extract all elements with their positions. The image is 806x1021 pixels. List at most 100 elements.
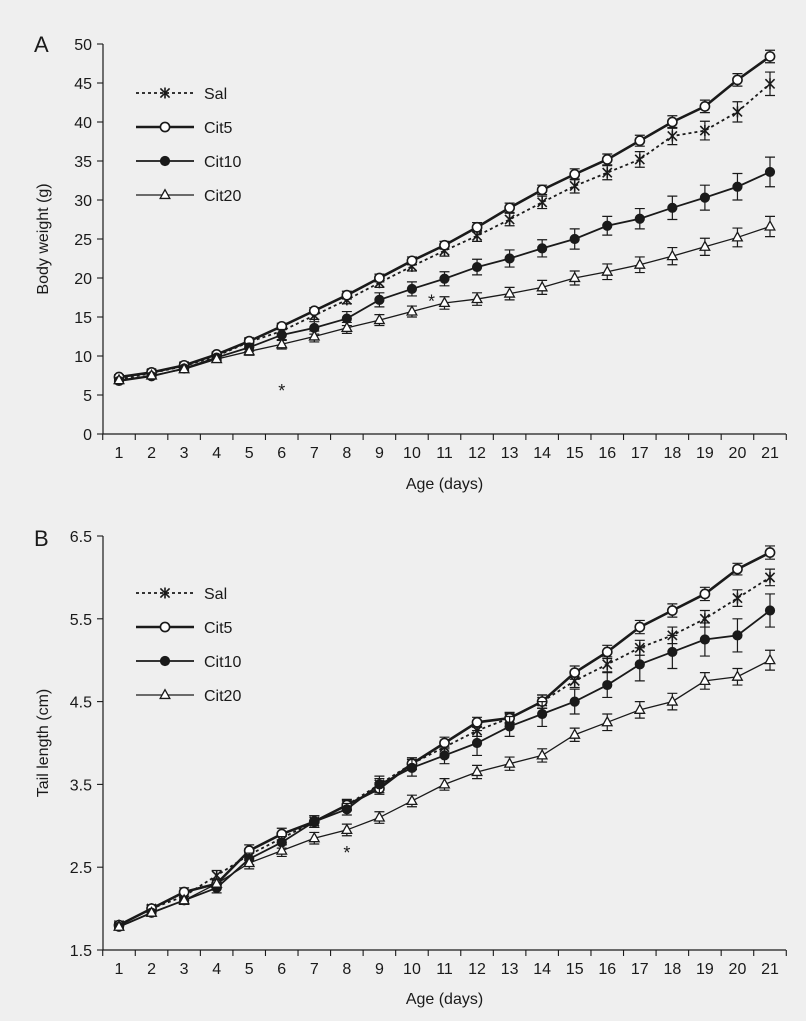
data-point — [536, 748, 549, 760]
legend-label: Cit20 — [204, 188, 241, 205]
data-point — [569, 696, 580, 707]
series-cit10 — [113, 593, 776, 932]
x-tick-label: 13 — [501, 961, 519, 978]
data-point — [634, 153, 645, 165]
y-tick-label: 25 — [74, 232, 92, 249]
data-point — [504, 202, 515, 214]
data-point — [634, 213, 645, 224]
data-point — [537, 708, 548, 720]
y-tick-label: 1.5 — [70, 943, 92, 960]
x-tick-label: 11 — [436, 961, 453, 978]
data-point — [602, 658, 613, 670]
data-point — [667, 130, 678, 142]
data-point — [569, 180, 580, 192]
data-point — [764, 78, 776, 90]
significance-marker: * — [278, 381, 285, 401]
data-point — [698, 240, 711, 251]
data-point — [308, 329, 321, 341]
legend-entry: Cit5 — [136, 620, 233, 637]
data-point — [568, 271, 581, 283]
x-tick-label: 17 — [631, 961, 649, 978]
data-point — [439, 737, 450, 749]
y-tick-label: 40 — [74, 115, 92, 132]
x-tick-label: 10 — [403, 445, 421, 462]
data-point — [601, 154, 613, 165]
data-point — [406, 794, 418, 806]
data-point — [439, 750, 450, 761]
data-point — [373, 272, 385, 284]
x-tick-label: 7 — [310, 961, 319, 978]
data-point — [732, 630, 743, 641]
x-axis-label: Age (days) — [406, 476, 483, 493]
x-tick-label: 8 — [342, 445, 351, 462]
panel-label: B — [34, 526, 49, 551]
data-point — [243, 856, 256, 868]
legend-marker — [159, 587, 171, 599]
chart-panel-b: B1.52.53.54.55.56.51 2 3 4 5 6 7 8 9 10 11 12 13 14 15… — [34, 526, 787, 1008]
y-tick-label: 35 — [74, 154, 92, 171]
y-tick-label: 50 — [74, 37, 92, 54]
data-point — [666, 116, 678, 128]
x-tick-label: 10 — [403, 961, 421, 978]
y-tick-label: 2.5 — [70, 860, 92, 877]
legend-entry: Sal — [136, 586, 227, 603]
data-point — [439, 239, 450, 251]
data-point — [374, 779, 385, 790]
data-point — [732, 181, 743, 192]
data-point — [210, 352, 223, 364]
x-tick-label: 7 — [310, 445, 319, 462]
data-point — [699, 588, 711, 600]
x-tick-label: 5 — [245, 445, 254, 462]
series-cit20 — [113, 649, 776, 931]
legend-label: Cit10 — [204, 654, 241, 671]
x-tick-label: 2 — [147, 445, 156, 462]
data-point — [536, 196, 548, 208]
data-point — [438, 296, 451, 308]
x-tick-label: 1 — [115, 445, 124, 462]
data-point — [406, 762, 418, 773]
data-point — [601, 646, 613, 658]
legend-entry: Cit20 — [136, 688, 241, 705]
data-point — [569, 168, 581, 180]
data-point — [732, 563, 743, 575]
y-tick-label: 4.5 — [70, 695, 92, 712]
data-point — [471, 221, 483, 233]
y-tick-label: 30 — [74, 193, 92, 210]
x-tick-label: 9 — [375, 445, 384, 462]
data-point — [503, 757, 516, 768]
x-tick-label: 16 — [598, 445, 616, 462]
data-point — [275, 844, 288, 855]
legend-label: Cit5 — [204, 620, 233, 637]
data-point — [471, 292, 483, 304]
data-point — [602, 220, 613, 231]
data-point — [764, 653, 776, 665]
data-point — [699, 192, 711, 203]
data-point — [406, 304, 418, 316]
x-tick-label: 6 — [277, 445, 286, 462]
data-point — [406, 255, 418, 267]
significance-marker: * — [343, 843, 350, 863]
x-tick-label: 14 — [533, 445, 551, 462]
data-point — [601, 715, 614, 727]
legend-marker — [159, 155, 171, 167]
x-tick-label: 12 — [468, 961, 486, 978]
x-axis-label: Age (days) — [406, 991, 483, 1008]
x-tick-label: 4 — [212, 961, 221, 978]
data-point — [340, 823, 353, 835]
data-point — [602, 679, 613, 691]
data-point — [438, 777, 451, 789]
data-point — [699, 125, 711, 137]
x-tick-label: 18 — [663, 445, 681, 462]
data-point — [699, 101, 711, 112]
series-line — [118, 83, 771, 381]
data-point — [666, 694, 679, 706]
panel-label: A — [34, 32, 49, 57]
data-point — [113, 920, 125, 931]
y-tick-label: 20 — [74, 271, 92, 288]
data-point — [699, 634, 711, 645]
data-point — [537, 243, 548, 254]
legend-marker — [159, 655, 171, 667]
data-point — [633, 258, 646, 269]
y-tick-label: 15 — [74, 310, 92, 327]
series-line — [118, 576, 771, 926]
